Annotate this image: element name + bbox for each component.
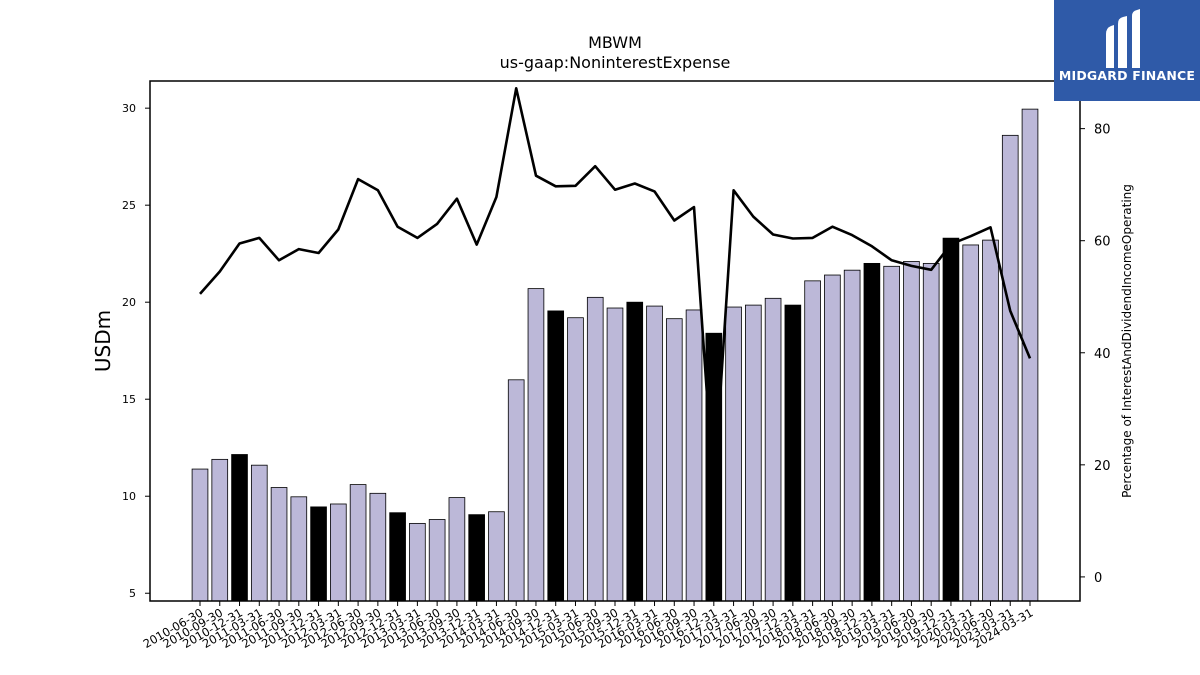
bar <box>409 522 426 602</box>
left-axis: 5 10 15 20 25 30 <box>122 102 150 600</box>
bar <box>903 261 920 602</box>
y2-tick-label: 40 <box>1094 347 1111 362</box>
bar-series <box>191 108 1039 602</box>
y-tick-label: 20 <box>122 296 136 309</box>
bar <box>606 307 624 602</box>
bar <box>982 239 999 602</box>
bar <box>824 274 841 602</box>
bar <box>883 265 900 602</box>
bar <box>428 519 446 602</box>
y-tick-label: 25 <box>122 199 136 212</box>
y-tick-label: 30 <box>122 102 136 115</box>
bar <box>349 484 367 602</box>
logo-text: MIDGARD FINANCE <box>1058 68 1196 83</box>
bar <box>843 269 861 602</box>
y2-axis-label: Percentage of InterestAndDividendIncomeO… <box>1120 184 1134 498</box>
bar <box>250 464 268 602</box>
bar <box>685 309 703 602</box>
y-tick-label: 5 <box>129 587 136 600</box>
bar <box>745 304 762 602</box>
series-line <box>199 87 1032 495</box>
bar <box>962 244 980 602</box>
bar <box>784 304 802 602</box>
y2-tick-label: 80 <box>1094 123 1111 138</box>
bar <box>626 301 644 602</box>
y2-tick-label: 20 <box>1094 459 1111 474</box>
bar <box>369 492 387 602</box>
bar <box>270 487 288 602</box>
chart-subtitle: us-gaap:NoninterestExpense <box>500 53 731 72</box>
bar <box>665 318 683 602</box>
bar <box>1001 134 1019 602</box>
y-axis-label: USDm <box>91 310 115 372</box>
bar <box>547 310 565 602</box>
logo-mark-icon <box>1106 9 1140 68</box>
bar <box>330 503 347 602</box>
bar <box>231 454 248 602</box>
bar <box>863 262 881 602</box>
y-tick-label: 15 <box>122 393 136 406</box>
bar <box>567 317 584 602</box>
bar <box>211 458 229 602</box>
bar <box>389 512 406 602</box>
bar <box>468 514 485 602</box>
y2-tick-label: 60 <box>1094 235 1111 250</box>
bar <box>646 305 663 602</box>
bar <box>725 306 742 602</box>
line-series <box>199 87 1032 495</box>
chart-title: MBWM <box>588 33 642 52</box>
bar <box>290 496 308 602</box>
bar <box>488 511 505 602</box>
midgard-finance-logo: MIDGARD FINANCE <box>1054 0 1200 101</box>
bar <box>764 297 782 602</box>
y2-tick-label: 0 <box>1094 571 1102 586</box>
y-tick-label: 10 <box>122 490 136 503</box>
bar <box>310 506 327 602</box>
bar <box>804 280 821 602</box>
bar <box>705 332 723 602</box>
bar <box>586 296 604 602</box>
bar <box>942 237 960 602</box>
bar <box>507 379 525 602</box>
bar <box>448 497 466 602</box>
right-axis: 0 20 40 60 80 <box>1080 123 1111 586</box>
bar <box>191 468 209 602</box>
bar <box>922 262 940 602</box>
bar <box>527 288 545 602</box>
x-axis: 2010-06-302010-09-302010-12-312011-03-31… <box>141 601 1036 651</box>
